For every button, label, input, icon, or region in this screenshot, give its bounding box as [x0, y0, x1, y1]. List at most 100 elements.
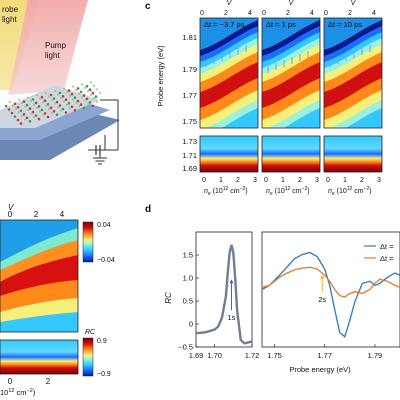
lattice-atom [9, 101, 11, 103]
c-map-band [345, 108, 382, 128]
lattice-atom [45, 104, 47, 107]
c-top-tick: 4 [372, 10, 376, 17]
lattice-atom [34, 114, 38, 117]
panel-c: c Probe energy (eV) 1.81 1.79 1.77 1.75 … [145, 0, 383, 197]
lattice-atom [99, 91, 101, 94]
lattice-atom [94, 95, 98, 98]
lattice-atom [52, 97, 56, 100]
lattice-atom [93, 97, 95, 100]
lattice-atom [55, 100, 59, 104]
lattice-atom [19, 109, 23, 113]
lattice-atom [13, 102, 17, 106]
b-map-band [0, 312, 78, 332]
lattice-atom [61, 95, 65, 98]
d-left-ylabel: RC [164, 292, 173, 304]
lattice-atom [31, 110, 35, 114]
c-top-axis-label: V [351, 0, 357, 7]
lattice-atom [66, 91, 68, 94]
lattice-atom [82, 94, 86, 97]
d-left-axis: 1.5 1.0 0.5 0 −0.51.69 1.70 1.72 [178, 251, 259, 361]
panel-label-d: d [145, 204, 151, 215]
lattice-atom [88, 88, 92, 91]
c-bottom-tick: 1 [343, 177, 347, 184]
c-top-tick: 0 [200, 10, 204, 17]
d-right-annotation-arrowhead [320, 274, 325, 279]
c-top-tick: 2 [224, 10, 228, 17]
c-map-band [283, 108, 320, 128]
lattice-atom [60, 97, 62, 99]
lattice-atom [39, 97, 41, 100]
lattice-atom [88, 101, 92, 104]
lattice-atom [69, 107, 71, 110]
c-ytick: 1.69 [182, 164, 197, 173]
d-left-ytick: −0.5 [178, 343, 193, 352]
lattice-atom [18, 111, 20, 114]
lattice-atom [27, 96, 29, 99]
c-xlabel: ne (1012 cm−2) [266, 186, 310, 197]
lattice-atom [27, 109, 29, 112]
c-top-tick: 4 [248, 10, 252, 17]
c-ytick: 1.71 [182, 151, 197, 160]
c-bottom-tick: 2 [360, 177, 364, 184]
d-right-xtick: 1.79 [368, 351, 383, 360]
lattice-atom [45, 92, 47, 95]
b-top-tick: 0 [8, 210, 13, 219]
lattice-atom [21, 102, 23, 105]
lattice-atom [46, 102, 50, 106]
c-strip-map [199, 135, 259, 173]
d-left-xtick: 1.70 [207, 351, 222, 360]
lattice-atom [7, 108, 11, 111]
lattice-atom [19, 122, 23, 125]
substrate-layer [0, 108, 120, 160]
lattice-atom [82, 106, 86, 110]
lattice-atom [46, 115, 50, 119]
lattice-atom [57, 106, 59, 109]
lattice-atom [91, 91, 95, 95]
c-top-tick: 4 [310, 10, 314, 17]
lattice-atom [70, 92, 74, 96]
c-bottom-tick: 2 [298, 177, 302, 184]
lattice-atom [63, 87, 65, 90]
lattice-atom [34, 101, 38, 105]
c-bottom-tick: 2 [236, 177, 240, 184]
lattice-atom [72, 85, 74, 88]
lattice-atom [36, 94, 38, 97]
lattice-atom [84, 86, 86, 89]
legend-entry-blue: Δt = [380, 242, 394, 251]
lattice-atom [42, 114, 44, 117]
d-left-ytick: 1.5 [183, 251, 193, 260]
lattice-atom [58, 104, 62, 107]
colorbar-tick: −0.04 [97, 257, 115, 264]
lattice-atom [75, 89, 77, 92]
lattice-atom [73, 109, 77, 112]
c-map-frame [323, 17, 383, 129]
lattice-atom [33, 103, 35, 106]
lattice-atom [84, 99, 86, 102]
lattice-atom [48, 95, 50, 98]
b-top-tick: 4 [60, 210, 65, 219]
c-map-label: Δt = 10 ps [328, 20, 362, 29]
d-left-annotation: 1s [227, 313, 235, 322]
colorbar-tick: 0.9 [97, 338, 107, 345]
lattice-atom [90, 93, 92, 96]
c-map-frame [199, 17, 259, 129]
pump-label-line2: light [45, 51, 60, 60]
lattice-atom [49, 106, 53, 109]
lattice-atom [12, 104, 14, 107]
lattice-atom [96, 88, 98, 91]
lattice-atom [64, 111, 68, 114]
lattice-atom [69, 94, 71, 97]
d-right-xtick: 1.77 [317, 351, 332, 360]
lattice-atom [22, 113, 26, 116]
c-bottom-tick: 1 [219, 177, 223, 184]
lattice-atom [79, 90, 83, 94]
schematic-panel: robe light Pump light [0, 0, 120, 165]
b-top-axis-label: V [8, 203, 14, 212]
lattice-atom [87, 90, 89, 93]
c-bottom-tick: 3 [315, 177, 319, 184]
b-strip-frame [0, 339, 79, 375]
c-top-axis-label: V [289, 0, 295, 7]
c-bottom-tick: 0 [202, 177, 206, 184]
lattice-atom [28, 120, 32, 123]
